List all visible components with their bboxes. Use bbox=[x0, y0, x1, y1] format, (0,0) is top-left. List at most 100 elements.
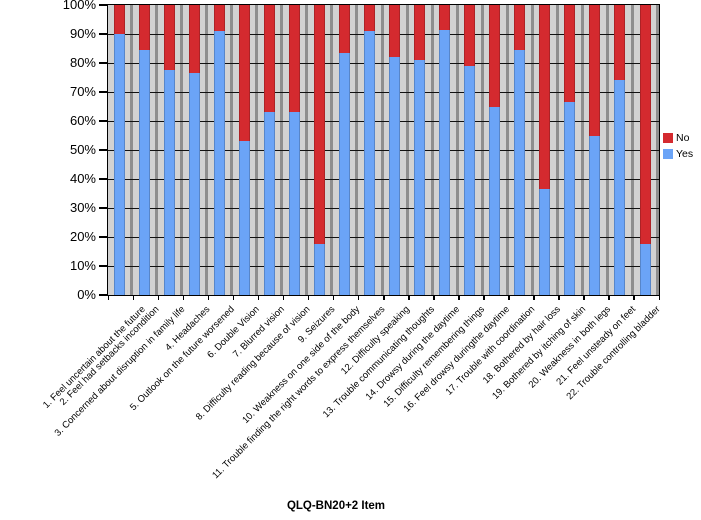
bar-column bbox=[108, 5, 133, 295]
legend-swatch-yes bbox=[663, 149, 673, 159]
bar-segment-yes bbox=[389, 57, 401, 295]
bar-column bbox=[409, 5, 434, 295]
x-axis-tick bbox=[357, 296, 360, 300]
y-axis-tick bbox=[99, 4, 107, 6]
bar-segment-no bbox=[514, 5, 526, 50]
bar-segment-yes bbox=[464, 65, 476, 295]
stacked-bar bbox=[409, 5, 431, 295]
bar-segment-no bbox=[213, 5, 225, 32]
stacked-bar bbox=[208, 5, 230, 295]
bar-column bbox=[584, 5, 609, 295]
y-axis-tick-label: 90% bbox=[69, 26, 96, 41]
bar-column bbox=[258, 5, 283, 295]
x-axis-tick bbox=[282, 296, 285, 300]
stacked-bar bbox=[484, 5, 506, 295]
stacked-bar bbox=[108, 5, 130, 295]
bar-column bbox=[183, 5, 208, 295]
x-axis-tick bbox=[232, 296, 235, 300]
gridline bbox=[108, 207, 659, 209]
bar-segment-no bbox=[163, 5, 175, 71]
x-axis-tick bbox=[558, 296, 560, 300]
bar-segment-yes bbox=[138, 49, 150, 295]
bar-segment-no bbox=[389, 5, 401, 58]
gridlines-layer bbox=[108, 5, 659, 295]
bar-segment-no bbox=[363, 5, 375, 32]
y-axis-tick-label: 10% bbox=[69, 258, 96, 273]
stacked-bar bbox=[584, 5, 606, 295]
gridline bbox=[108, 265, 659, 267]
bar-column bbox=[158, 5, 183, 295]
bar-column bbox=[559, 5, 584, 295]
gridline bbox=[108, 178, 659, 180]
gridline bbox=[108, 33, 659, 35]
bar-column bbox=[208, 5, 233, 295]
y-axis-tick bbox=[99, 265, 107, 267]
bar-segment-yes bbox=[313, 244, 325, 295]
bar-column bbox=[534, 5, 559, 295]
bar-segment-yes bbox=[514, 49, 526, 295]
y-axis-tick bbox=[99, 91, 107, 93]
bar-segment-yes bbox=[589, 135, 601, 295]
x-axis-tick bbox=[383, 296, 385, 300]
stacked-bar bbox=[434, 5, 456, 295]
legend-item-yes: Yes bbox=[663, 148, 693, 160]
y-axis-tick-label: 80% bbox=[69, 55, 96, 70]
bar-column bbox=[509, 5, 534, 295]
x-axis-tick bbox=[332, 296, 335, 300]
bar-segment-yes bbox=[213, 31, 225, 295]
y-axis-tick-label: 70% bbox=[69, 84, 96, 99]
bar-column bbox=[384, 5, 409, 295]
bar-segment-yes bbox=[338, 52, 350, 295]
bar-segment-no bbox=[113, 5, 125, 34]
bar-segment-yes bbox=[188, 73, 200, 295]
stacked-bar bbox=[283, 5, 305, 295]
bars-layer bbox=[108, 5, 659, 295]
bar-segment-no bbox=[539, 5, 551, 190]
bar-segment-yes bbox=[414, 60, 426, 295]
bar-segment-no bbox=[614, 5, 626, 81]
bar-segment-yes bbox=[639, 244, 651, 295]
plot-area bbox=[107, 4, 660, 296]
bar-segment-yes bbox=[163, 70, 175, 295]
bar-column bbox=[358, 5, 383, 295]
stacked-bar bbox=[358, 5, 380, 295]
stacked-bar bbox=[559, 5, 581, 295]
bar-column bbox=[609, 5, 634, 295]
gridline bbox=[108, 62, 659, 64]
gridline bbox=[108, 149, 659, 151]
x-axis-tick bbox=[483, 296, 485, 300]
x-axis-tick bbox=[658, 296, 660, 300]
bar-segment-yes bbox=[614, 80, 626, 295]
x-axis-tick bbox=[307, 296, 310, 300]
stacked-bar bbox=[459, 5, 481, 295]
y-axis-tick-label: 20% bbox=[69, 229, 96, 244]
bar-segment-no bbox=[288, 5, 300, 113]
x-axis-tick bbox=[207, 296, 210, 300]
bar-segment-yes bbox=[564, 102, 576, 295]
bar-column bbox=[459, 5, 484, 295]
y-axis-tick bbox=[99, 62, 107, 64]
y-axis-tick bbox=[99, 33, 107, 35]
legend-swatch-no bbox=[663, 133, 673, 143]
bar-column bbox=[308, 5, 333, 295]
y-axis-tick-label: 60% bbox=[69, 113, 96, 128]
gridline bbox=[108, 91, 659, 93]
x-axis-tick bbox=[458, 296, 460, 300]
y-axis-tick-label: 40% bbox=[69, 171, 96, 186]
x-axis-tick bbox=[433, 296, 435, 300]
bar-column bbox=[333, 5, 358, 295]
bar-segment-yes bbox=[263, 112, 275, 295]
bar-column bbox=[484, 5, 509, 295]
y-axis-tick bbox=[99, 294, 107, 296]
bar-segment-no bbox=[238, 5, 250, 142]
bar-segment-no bbox=[589, 5, 601, 136]
bar-segment-yes bbox=[113, 34, 125, 295]
x-axis-tick bbox=[157, 296, 160, 300]
stacked-bar bbox=[133, 5, 155, 295]
legend: No Yes bbox=[663, 132, 693, 164]
stacked-bar bbox=[384, 5, 406, 295]
bar-segment-yes bbox=[539, 189, 551, 295]
stacked-bar bbox=[333, 5, 355, 295]
stacked-bar bbox=[233, 5, 255, 295]
legend-item-no: No bbox=[663, 132, 693, 144]
